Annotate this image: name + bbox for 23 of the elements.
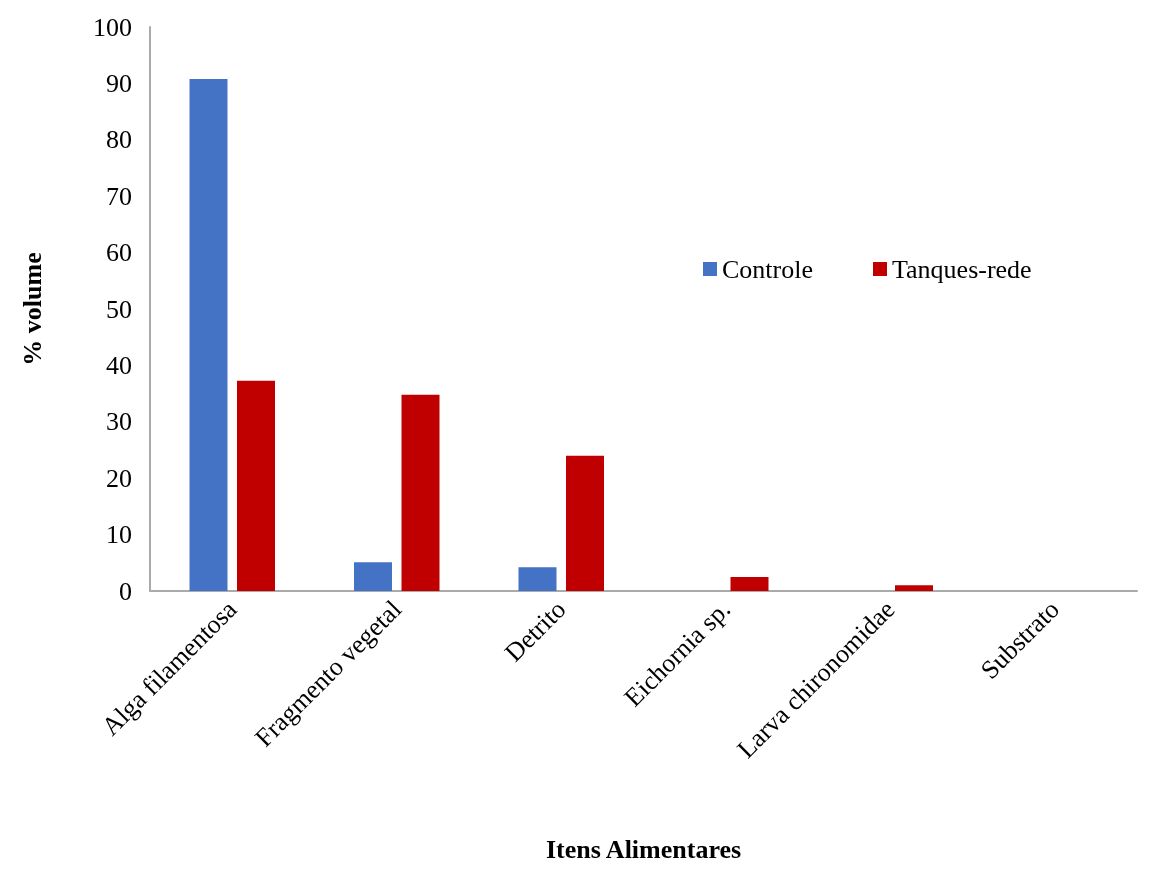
bar [189,78,228,591]
y-tick-label: 30 [106,407,132,437]
bar [895,585,933,591]
bar [566,455,604,591]
bar [730,576,769,591]
x-axis-title: Itens Alimentares [545,834,742,864]
legend-label: Controle [722,254,813,284]
y-tick-label: 100 [93,12,132,42]
bar [518,567,557,591]
y-tick-label: 70 [106,181,132,211]
y-tick-label: 20 [106,463,132,493]
legend-label: Tanques-rede [891,254,1032,284]
y-tick-label: 60 [106,238,132,268]
bar [401,394,440,591]
y-tick-label: 40 [106,350,132,380]
y-axis-title: % volume [17,252,47,366]
y-tick-label: 0 [119,576,132,606]
bar [237,380,275,591]
y-tick-label: 90 [106,68,132,98]
y-tick-label: 10 [106,520,132,550]
y-tick-label: 80 [106,125,132,155]
bar [354,562,392,591]
y-tick-label: 50 [106,294,132,324]
